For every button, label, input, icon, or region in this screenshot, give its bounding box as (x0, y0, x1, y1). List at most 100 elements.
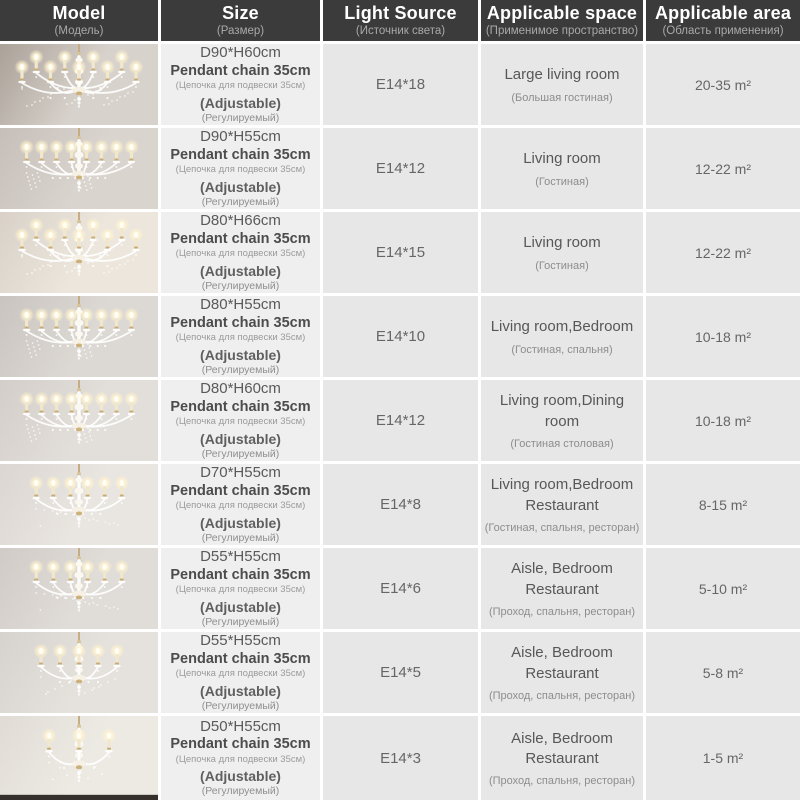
area-value: 10-18 m² (694, 328, 752, 345)
space-cell: Living room (Гостиная) (481, 212, 643, 293)
light-source-cell: E14*12 (323, 380, 478, 461)
pendant-chain-label: Pendant chain 35cm (170, 230, 311, 247)
space-sub: (Гостиная столовая) (510, 437, 614, 450)
space-cell: Living room,Bedroom (Гостиная, спальня) (481, 296, 643, 377)
area-cell: 10-18 m² (646, 296, 800, 377)
light-source-value: E14*12 (375, 412, 426, 429)
space-cell: Aisle, Bedroom Restaurant (Проход, спаль… (481, 716, 643, 800)
space-cell: Living room,Bedroom Restaurant (Гостиная… (481, 464, 643, 545)
adjustable-label: (Adjustable) (200, 178, 281, 195)
pendant-chain-sub: (Цепочка для подвески 35см) (175, 80, 306, 92)
adjustable-label: (Adjustable) (200, 430, 281, 447)
header-applicable-space: Applicable space (Применимое пространств… (481, 0, 643, 41)
pendant-chain-label: Pendant chain 35cm (170, 482, 311, 499)
chandelier-icon (14, 212, 144, 276)
adjustable-label: (Adjustable) (200, 768, 281, 785)
space-main: Living room (523, 150, 601, 168)
pendant-chain-sub: (Цепочка для подвески 35см) (175, 500, 306, 512)
area-value: 5-8 m² (702, 664, 744, 681)
adjustable-sub: (Регулируемый) (201, 111, 280, 124)
space-main: Large living room (504, 66, 620, 84)
pendant-chain-sub: (Цепочка для подвески 35см) (175, 248, 306, 260)
area-value: 10-18 m² (694, 412, 752, 429)
header-applicable-space-sub: (Применимое пространство) (485, 24, 639, 37)
pendant-chain-sub: (Цепочка для подвески 35см) (175, 164, 306, 176)
header-applicable-area: Applicable area (Область применения) (646, 0, 800, 41)
adjustable-label: (Adjustable) (200, 598, 281, 615)
chandelier-icon (0, 716, 158, 800)
size-cell: D55*H55cm Pendant chain 35cm (Цепочка дл… (161, 548, 320, 629)
size-cell: D80*H55cm Pendant chain 35cm (Цепочка дл… (161, 296, 320, 377)
header-light-source-label: Light Source (344, 3, 457, 24)
chandelier-photo (0, 716, 158, 800)
size-cell: D55*H55cm Pendant chain 35cm (Цепочка дл… (161, 632, 320, 713)
size-cell: D90*H55cm Pendant chain 35cm (Цепочка дл… (161, 128, 320, 209)
pendant-chain-sub: (Цепочка для подвески 35см) (175, 416, 306, 428)
header-applicable-area-label: Applicable area (654, 3, 792, 24)
light-source-value: E14*12 (375, 160, 426, 177)
header-size: Size (Размер) (161, 0, 320, 41)
pendant-chain-sub: (Цепочка для подвески 35см) (175, 332, 306, 344)
light-source-cell: E14*10 (323, 296, 478, 377)
size-dimensions: D50*H55cm (200, 717, 281, 735)
size-cell: D50*H55cm Pendant chain 35cm (Цепочка дл… (161, 716, 320, 800)
size-dimensions: D80*H55cm (200, 296, 281, 314)
area-cell: 5-10 m² (646, 548, 800, 629)
area-value: 12-22 m² (694, 160, 752, 177)
size-dimensions: D80*H66cm (200, 212, 281, 230)
size-dimensions: D70*H55cm (200, 464, 281, 482)
area-value: 8-15 m² (698, 496, 748, 513)
space-sub: (Гостиная, спальня) (511, 343, 613, 356)
space-sub: (Гостиная) (535, 259, 589, 272)
light-source-cell: E14*5 (323, 632, 478, 713)
space-main: Living room (523, 234, 601, 252)
chandelier-icon (14, 44, 144, 108)
header-light-source-sub: (Источник света) (355, 24, 446, 37)
light-source-cell: E14*8 (323, 464, 478, 545)
area-cell: 8-15 m² (646, 464, 800, 545)
size-dimensions: D90*H55cm (200, 128, 281, 146)
chandelier-photo (0, 380, 158, 461)
area-cell: 5-8 m² (646, 632, 800, 713)
chandelier-photo (0, 464, 158, 545)
light-source-value: E14*10 (375, 328, 426, 345)
space-cell: Aisle, Bedroom Restaurant (Проход, спаль… (481, 632, 643, 713)
chandelier-icon (33, 632, 125, 696)
pendant-chain-label: Pendant chain 35cm (170, 650, 311, 667)
pendant-chain-sub: (Цепочка для подвески 35см) (175, 668, 306, 680)
chandelier-photo (0, 548, 158, 629)
header-model-sub: (Модель) (54, 24, 104, 37)
adjustable-sub: (Регулируемый) (201, 699, 280, 712)
space-main: Aisle, Bedroom Restaurant (511, 729, 613, 767)
header-model-label: Model (52, 3, 106, 24)
header-applicable-space-label: Applicable space (486, 3, 638, 24)
area-value: 12-22 m² (694, 244, 752, 261)
area-value: 20-35 m² (694, 76, 752, 93)
chandelier-icon (28, 548, 130, 612)
area-cell: 1-5 m² (646, 716, 800, 800)
adjustable-label: (Adjustable) (200, 94, 281, 111)
pendant-chain-label: Pendant chain 35cm (170, 314, 311, 331)
space-main: Living room,Dining room (499, 392, 625, 430)
light-source-value: E14*6 (380, 580, 421, 597)
space-cell: Aisle, Bedroom Restaurant (Проход, спаль… (481, 548, 643, 629)
area-cell: 12-22 m² (646, 212, 800, 293)
space-sub: (Проход, спальня, ресторан) (488, 605, 636, 618)
header-size-sub: (Размер) (216, 24, 265, 37)
adjustable-label: (Adjustable) (200, 514, 281, 531)
adjustable-label: (Adjustable) (200, 262, 281, 279)
light-source-value: E14*8 (380, 496, 421, 513)
pendant-chain-label: Pendant chain 35cm (170, 146, 311, 163)
header-light-source: Light Source (Источник света) (323, 0, 478, 41)
adjustable-sub: (Регулируемый) (201, 447, 280, 460)
space-main: Aisle, Bedroom Restaurant (511, 644, 613, 682)
chandelier-photo (0, 632, 158, 713)
space-sub: (Гостиная) (535, 175, 589, 188)
adjustable-sub: (Регулируемый) (201, 195, 280, 208)
pendant-chain-sub: (Цепочка для подвески 35см) (175, 753, 306, 765)
space-cell: Living room,Dining room (Гостиная столов… (481, 380, 643, 461)
light-source-value: E14*18 (375, 76, 426, 93)
size-cell: D80*H60cm Pendant chain 35cm (Цепочка дл… (161, 380, 320, 461)
space-sub: (Проход, спальня, ресторан) (488, 775, 636, 788)
light-source-cell: E14*6 (323, 548, 478, 629)
